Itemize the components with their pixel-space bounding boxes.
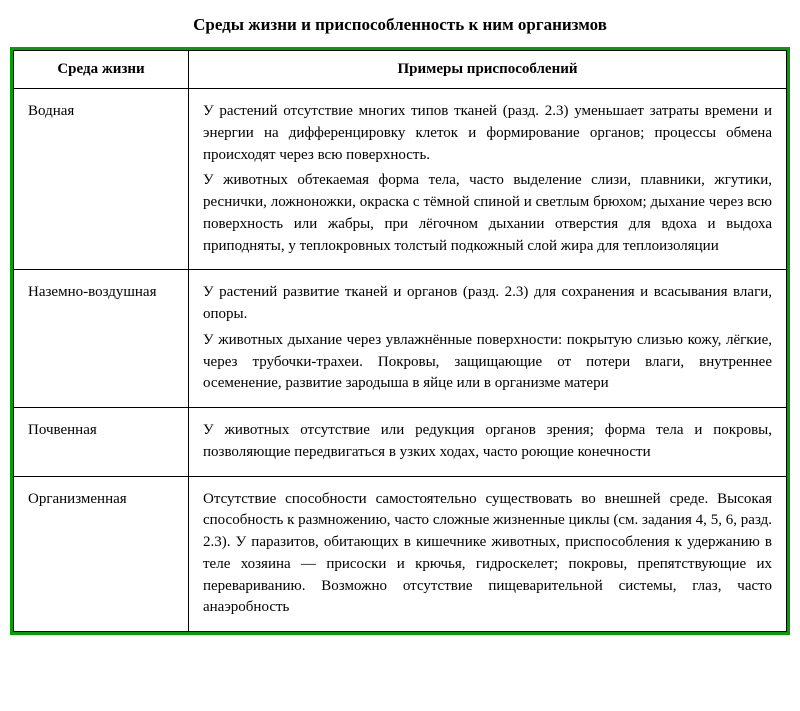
para: У животных обтекаемая форма тела, часто … (203, 170, 772, 257)
examples-cell: У растений развитие тканей и органов (ра… (189, 270, 787, 408)
para: У растений развитие тканей и органов (ра… (203, 282, 772, 326)
table-wrapper: Среда жизни Примеры приспособлений Водна… (10, 47, 790, 635)
para: У растений отсутствие многих типов ткане… (203, 101, 772, 166)
env-cell: Наземно-воздушная (14, 270, 189, 408)
env-cell: Организменная (14, 476, 189, 632)
table-row: Водная У растений отсутствие многих типо… (14, 89, 787, 270)
table-row: Организменная Отсутствие способности сам… (14, 476, 787, 632)
para: У животных отсутствие или редукция орган… (203, 420, 772, 464)
examples-cell: У растений отсутствие многих типов ткане… (189, 89, 787, 270)
examples-cell: Отсутствие способности самостоятельно су… (189, 476, 787, 632)
table-row: Наземно-воздушная У растений развитие тк… (14, 270, 787, 408)
env-cell: Почвенная (14, 408, 189, 477)
env-cell: Водная (14, 89, 189, 270)
header-row: Среда жизни Примеры приспособлений (14, 51, 787, 89)
examples-cell: У животных отсутствие или редукция орган… (189, 408, 787, 477)
table-row: Почвенная У животных отсутствие или реду… (14, 408, 787, 477)
main-table: Среда жизни Примеры приспособлений Водна… (13, 50, 787, 632)
para: У животных дыхание через увлажнённые пов… (203, 330, 772, 395)
header-col-env: Среда жизни (14, 51, 189, 89)
header-col-examples: Примеры приспособлений (189, 51, 787, 89)
para: Отсутствие способности самостоятельно су… (203, 489, 772, 620)
page-title: Среды жизни и приспособленность к ним ор… (10, 15, 790, 35)
